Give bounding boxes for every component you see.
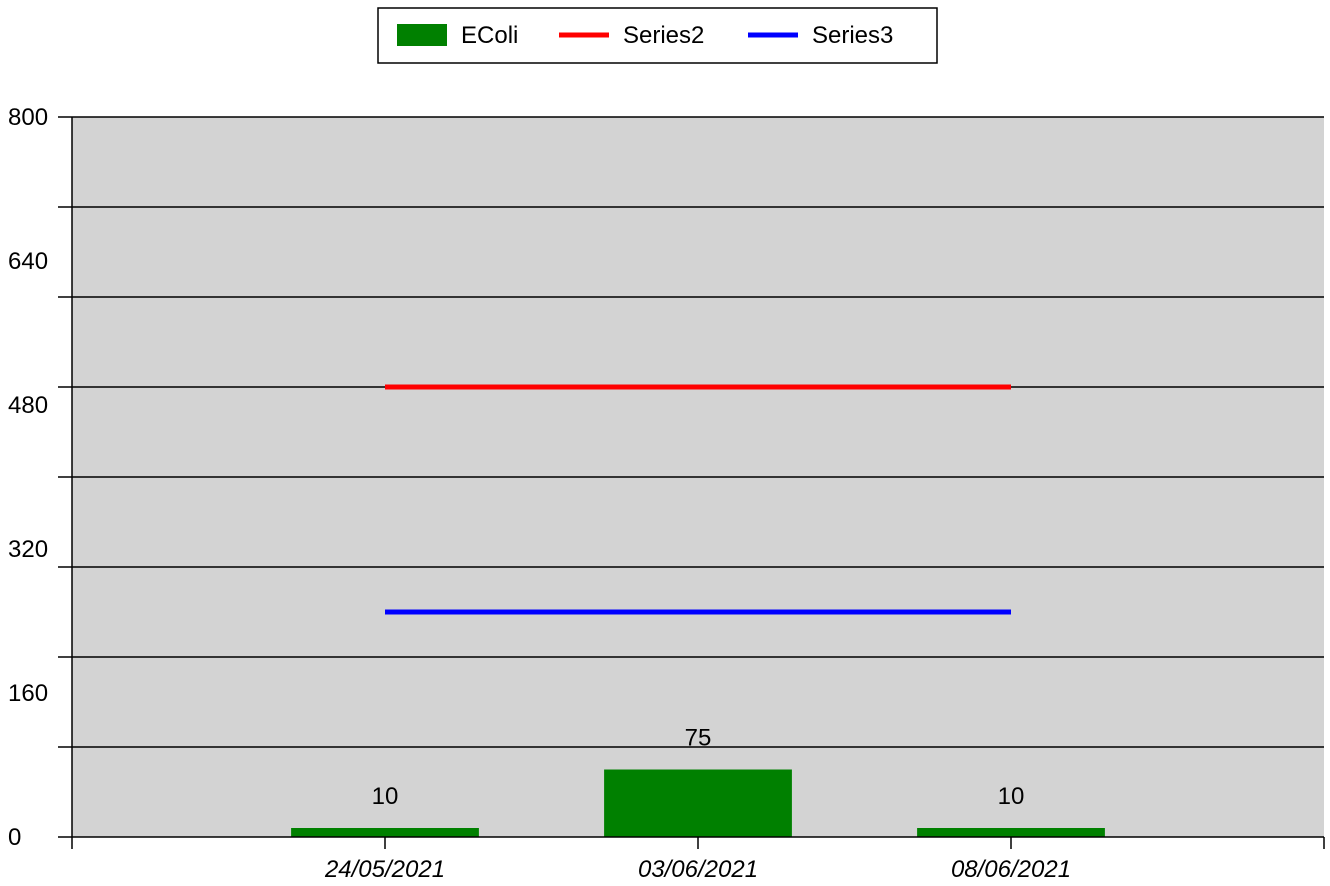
- data-label: 75: [685, 725, 712, 752]
- y-tick-label: 320: [8, 536, 48, 563]
- legend-items: EColi Series2 Series3: [397, 22, 893, 49]
- bar: [917, 828, 1105, 837]
- y-tick-label: 480: [8, 392, 48, 419]
- bar: [291, 828, 479, 837]
- y-axis: 0 160 320 480 640 800: [8, 104, 73, 851]
- x-tick-label: 08/06/2021: [951, 856, 1071, 883]
- y-tick-label: 160: [8, 680, 48, 707]
- y-tick-label: 0: [8, 824, 21, 851]
- legend-label: Series3: [812, 22, 893, 49]
- x-axis: 24/05/2021 03/06/2021 08/06/2021: [71, 836, 1325, 883]
- legend: EColi Series2 Series3: [377, 7, 938, 64]
- bar: [604, 769, 792, 837]
- legend-label: Series2: [623, 22, 704, 49]
- data-label: 10: [998, 783, 1025, 810]
- data-label: 10: [372, 783, 399, 810]
- y-tick-label: 800: [8, 104, 48, 131]
- x-tick-label: 24/05/2021: [324, 856, 445, 883]
- legend-box: [377, 7, 938, 64]
- legend-swatch: [397, 24, 447, 46]
- x-tick-label: 03/06/2021: [638, 856, 758, 883]
- series-lines: [385, 384, 1011, 615]
- data-labels: 10 75 10: [372, 725, 1025, 811]
- legend-label: EColi: [461, 22, 518, 49]
- plot-area: 10 75 10: [72, 116, 1324, 837]
- bars: [291, 769, 1105, 837]
- y-tick-label: 640: [8, 248, 48, 275]
